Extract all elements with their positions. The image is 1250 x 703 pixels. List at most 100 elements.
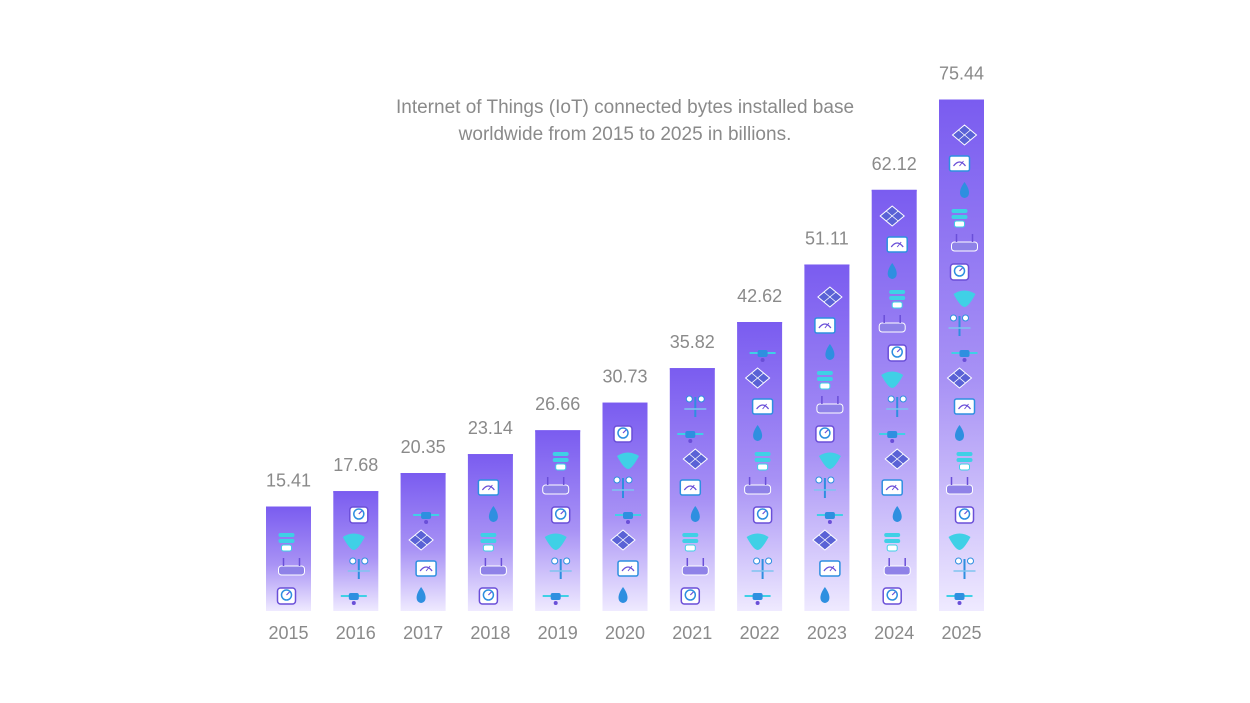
bar-icons-2022 <box>744 350 776 605</box>
router-icon <box>878 315 906 333</box>
router-icon <box>946 477 973 495</box>
labels-layer: 15.41 2015 17.68 2016 20.35 2017 23.14 2018 26.6… <box>266 64 984 643</box>
category-label-2021: 2021 <box>672 623 712 643</box>
gauge-icon <box>886 236 908 253</box>
bar-icons-2021 <box>677 395 709 605</box>
wind-vane-icon <box>953 557 976 579</box>
bar-icons-2020 <box>610 425 641 603</box>
category-label-2023: 2023 <box>807 623 847 643</box>
meter-icon <box>550 506 571 524</box>
drone-icon <box>413 512 440 524</box>
gauge-icon <box>751 398 774 415</box>
solar-panel-icon <box>744 367 771 389</box>
value-label-2018: 23.14 <box>468 418 513 438</box>
leaf-icon <box>948 533 971 550</box>
category-label-2017: 2017 <box>403 623 443 643</box>
bar-icons-2024 <box>878 205 911 605</box>
droplet-icon <box>690 506 700 522</box>
value-label-2025: 75.44 <box>939 64 984 84</box>
gauge-icon <box>477 479 500 496</box>
smart-bulb-icon <box>682 533 699 552</box>
drone-icon <box>542 593 569 605</box>
leaf-icon <box>881 371 904 388</box>
router-icon <box>744 477 772 495</box>
droplet-icon <box>825 344 835 360</box>
value-label-2016: 17.68 <box>333 455 378 475</box>
solar-panel-icon <box>610 529 636 551</box>
droplet-icon <box>618 587 628 603</box>
drone-icon <box>879 431 906 443</box>
smart-bulb-icon <box>956 452 973 471</box>
smart-bulb-icon <box>816 371 833 390</box>
router-icon <box>479 558 507 576</box>
droplet-icon <box>960 182 969 198</box>
chart-title-line-1: Internet of Things (IoT) connected bytes… <box>396 97 854 118</box>
droplet-icon <box>820 587 830 603</box>
value-label-2015: 15.41 <box>266 471 311 491</box>
wind-vane-icon <box>886 395 909 417</box>
meter-icon <box>276 587 297 605</box>
leaf-icon <box>544 533 567 550</box>
value-label-2019: 26.66 <box>535 394 580 414</box>
gauge-icon <box>415 560 437 577</box>
solar-panel-icon <box>812 529 838 551</box>
drone-icon <box>951 350 978 362</box>
drone-icon <box>946 593 973 605</box>
category-label-2022: 2022 <box>740 623 780 643</box>
drone-icon <box>749 350 776 362</box>
droplet-icon <box>892 506 902 522</box>
solar-panel-icon <box>951 124 978 146</box>
value-label-2020: 30.73 <box>602 367 647 387</box>
gauge-icon <box>679 479 702 496</box>
smart-bulb-icon <box>889 290 906 309</box>
value-label-2021: 35.82 <box>670 332 715 352</box>
category-label-2019: 2019 <box>538 623 578 643</box>
meter-icon <box>954 506 975 524</box>
category-label-2025: 2025 <box>941 623 981 643</box>
meter-icon <box>478 587 499 605</box>
meter-icon <box>887 344 907 362</box>
category-label-2020: 2020 <box>605 623 645 643</box>
bar-icons-2025 <box>946 124 978 605</box>
meter-icon <box>815 425 835 443</box>
droplet-icon <box>753 425 763 441</box>
solar-panel-icon <box>879 205 905 227</box>
router-icon <box>681 558 709 576</box>
solar-panel-icon <box>884 448 910 470</box>
leaf-icon <box>818 452 841 469</box>
gauge-icon <box>814 317 836 334</box>
chart-title-line-2: worldwide from 2015 to 2025 in billions. <box>458 124 792 145</box>
drone-icon <box>677 431 704 443</box>
wind-vane-icon <box>948 314 971 336</box>
bar-icons-2016 <box>340 506 370 605</box>
wind-vane-icon <box>549 557 572 579</box>
category-label-2015: 2015 <box>268 623 308 643</box>
droplet-icon <box>887 263 897 279</box>
value-label-2022: 42.62 <box>737 286 782 306</box>
smart-bulb-icon <box>754 452 771 471</box>
drone-icon <box>340 593 367 605</box>
router-icon <box>278 558 305 576</box>
meter-icon <box>752 506 773 524</box>
meter-icon <box>949 263 970 281</box>
solar-panel-icon <box>682 448 709 470</box>
value-label-2024: 62.12 <box>872 154 917 174</box>
router-icon <box>883 558 911 576</box>
bar-icons-2018 <box>477 479 507 605</box>
gauge-icon <box>617 560 639 577</box>
wind-vane-icon <box>612 476 634 498</box>
smart-bulb-icon <box>552 452 569 471</box>
router-icon <box>542 477 570 495</box>
droplet-icon <box>488 506 498 522</box>
bar-icons-2019 <box>542 452 572 605</box>
value-label-2023: 51.11 <box>805 228 849 248</box>
router-icon <box>816 396 844 414</box>
value-label-2017: 20.35 <box>401 437 446 457</box>
bar-icons-2015 <box>276 533 305 605</box>
drone-icon <box>615 512 641 524</box>
smart-bulb-icon <box>884 533 901 552</box>
meter-icon <box>613 425 633 443</box>
drone-icon <box>744 593 771 605</box>
category-label-2018: 2018 <box>470 623 510 643</box>
